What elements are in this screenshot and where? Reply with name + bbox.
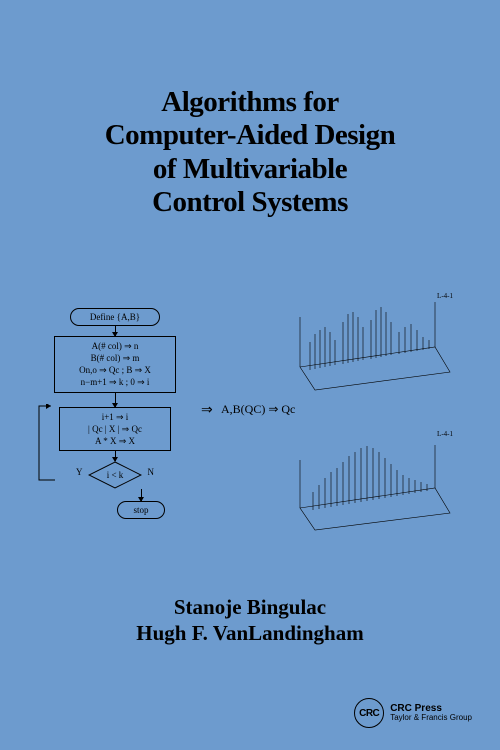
arrow-icon — [115, 451, 116, 461]
arrow-icon — [115, 393, 116, 407]
formula-text: A,B(QC) ⇒ Qc — [221, 402, 295, 417]
loop-line-icon — [37, 404, 57, 488]
title-line-2: Computer-Aided Design — [0, 119, 500, 152]
flow-box-1: A(# col) ⇒ n B(# col) ⇒ m On,o ⇒ Qc ; B … — [54, 336, 176, 393]
flow-box1-l3: On,o ⇒ Qc ; B ⇒ X — [57, 364, 173, 376]
no-label: N — [148, 467, 155, 477]
flow-decision: i < k Y N — [88, 461, 142, 489]
flow-box1-l4: n−m+1 ⇒ k ; 0 ⇒ i — [57, 376, 173, 388]
flowchart: Define {A,B} A(# col) ⇒ n B(# col) ⇒ m O… — [45, 308, 185, 519]
flow-box2-l1: i+1 ⇒ i — [62, 411, 168, 423]
surface-plot-2: L-4-1 — [285, 430, 455, 540]
flow-box2-l2: | Qc | X | ⇒ Qc — [62, 423, 168, 435]
book-cover: Algorithms for Computer-Aided Design of … — [0, 0, 500, 750]
implies-symbol: ⇒ — [201, 402, 213, 419]
surface-2-label: L-4-1 — [437, 430, 453, 438]
yes-label: Y — [76, 467, 83, 477]
title-block: Algorithms for Computer-Aided Design of … — [0, 86, 500, 219]
decision-label: i < k — [107, 470, 124, 480]
flow-box2-l3: A * X ⇒ X — [62, 435, 168, 447]
surface-1-label: L-4-1 — [437, 292, 453, 300]
arrow-icon — [141, 489, 142, 501]
author-1: Stanoje Bingulac — [0, 594, 500, 620]
flow-box1-l1: A(# col) ⇒ n — [57, 340, 173, 352]
publisher-block: CRC CRC Press Taylor & Francis Group — [354, 698, 472, 728]
publisher-text: CRC Press Taylor & Francis Group — [390, 703, 472, 723]
flow-box-2: i+1 ⇒ i | Qc | X | ⇒ Qc A * X ⇒ X — [59, 407, 171, 451]
title-line-1: Algorithms for — [0, 86, 500, 119]
title-line-3: of Multivariable — [0, 153, 500, 186]
crc-logo-icon: CRC — [354, 698, 384, 728]
flow-start: Define {A,B} — [70, 308, 160, 326]
surface-plot-1: L-4-1 — [285, 292, 455, 397]
flow-box1-l2: B(# col) ⇒ m — [57, 352, 173, 364]
title-line-4: Control Systems — [0, 186, 500, 219]
publisher-tagline: Taylor & Francis Group — [390, 714, 472, 723]
flow-stop: stop — [117, 501, 165, 519]
arrow-icon — [115, 326, 116, 336]
diagram-area: Define {A,B} A(# col) ⇒ n B(# col) ⇒ m O… — [45, 290, 455, 570]
authors-block: Stanoje Bingulac Hugh F. VanLandingham — [0, 594, 500, 647]
author-2: Hugh F. VanLandingham — [0, 620, 500, 646]
